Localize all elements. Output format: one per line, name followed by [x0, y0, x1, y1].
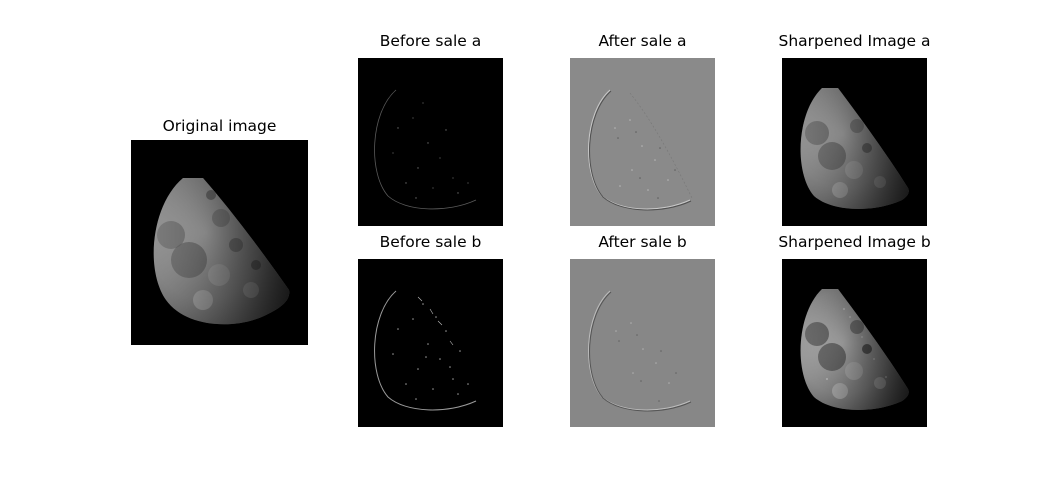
original-image-frame: [131, 140, 308, 345]
sharpened-image-b-frame: [782, 259, 927, 427]
original-moon-image: [131, 140, 308, 345]
sharpened-image-b-image: [782, 259, 927, 427]
after-sale-a-image: [570, 58, 715, 226]
sharpened-image-a-image: [782, 58, 927, 226]
original-image-panel: Original image: [131, 115, 308, 346]
before-sale-a-image: [358, 58, 503, 226]
before-sale-a-title: Before sale a: [379, 32, 482, 50]
before-sale-b-panel: Before sale b: [358, 233, 503, 428]
original-image-title: Original image: [162, 117, 277, 135]
after-sale-b-title: After sale b: [598, 233, 687, 251]
after-sale-b-panel: After sale b: [570, 233, 715, 428]
sharpened-image-a-title: Sharpened Image a: [778, 32, 931, 50]
after-sale-a-frame: [570, 58, 715, 226]
before-sale-b-frame: [358, 259, 503, 427]
after-sale-b-frame: [570, 259, 715, 427]
sharpened-image-b-panel: Sharpened Image b: [778, 233, 931, 428]
sharpened-image-a-frame: [782, 58, 927, 226]
before-sale-b-title: Before sale b: [379, 233, 482, 251]
sharpened-image-a-panel: Sharpened Image a: [778, 32, 931, 227]
after-sale-a-title: After sale a: [598, 32, 687, 50]
before-sale-a-panel: Before sale a: [358, 32, 503, 227]
before-sale-a-frame: [358, 58, 503, 226]
before-sale-b-image: [358, 259, 503, 427]
sharpened-image-b-title: Sharpened Image b: [778, 233, 931, 251]
after-sale-b-image: [570, 259, 715, 427]
after-sale-a-panel: After sale a: [570, 32, 715, 227]
